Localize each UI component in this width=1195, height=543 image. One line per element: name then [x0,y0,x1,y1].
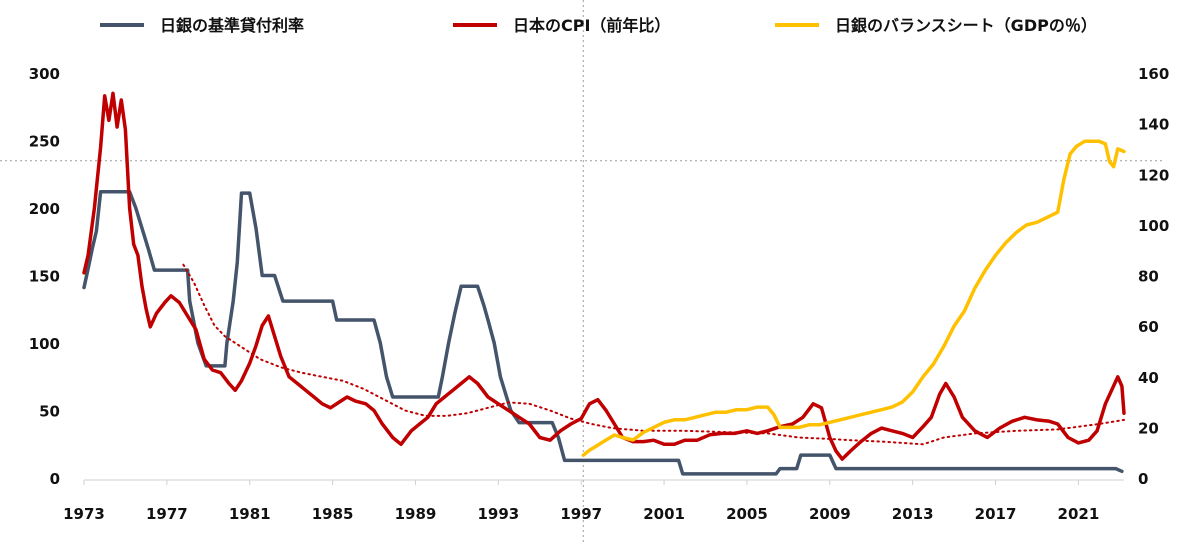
y-right-tick-label: 60 [1138,318,1159,336]
legend: 日銀の基準貸付利率 日本のCPI（前年比） 日銀のバランスシート（GDPの％） [100,16,1097,35]
y-left-tick-label: 150 [29,268,60,286]
y-left-tick-label: 50 [39,403,60,421]
y-right-tick-label: 20 [1138,419,1159,437]
x-tick-label: 1973 [63,505,105,523]
y-left-tick-label: 250 [29,133,60,151]
reference-lines [0,0,1165,543]
x-tick-label: 1989 [395,505,437,523]
x-tick-label: 2021 [1058,505,1100,523]
x-tick-label: 2005 [726,505,768,523]
series-line-1 [82,91,1126,461]
legend-label: 日銀の基準貸付利率 [160,16,304,35]
x-tick-label: 1993 [477,505,519,523]
y-right-tick-label: 40 [1138,369,1159,387]
x-tick-label: 2009 [809,505,851,523]
y-right-tick-label: 0 [1138,470,1148,488]
legend-item: 日銀のバランスシート（GDPの％） [775,16,1097,35]
y-right-tick-label: 80 [1138,268,1159,286]
legend-label: 日銀のバランスシート（GDPの％） [835,16,1097,35]
y-left-tick-label: 300 [29,65,60,83]
y-right-tick-label: 160 [1138,65,1169,83]
series-line-3 [581,139,1126,457]
x-tick-label: 1997 [560,505,602,523]
y-right-tick-label: 100 [1138,217,1169,235]
y-axis-right: 0 20 40 60 80 100 120 140 160 [1138,65,1169,488]
x-axis: 1973 1977 1981 1985 1989 1993 1997 2001 2005 2009… [63,479,1124,523]
legend-label: 日本のCPI（前年比） [513,16,670,35]
x-tick-label: 2017 [975,505,1017,523]
series-line-0 [82,190,1124,476]
legend-item: 日銀の基準貸付利率 [100,16,304,35]
y-left-tick-label: 200 [29,200,60,218]
y-right-tick-label: 120 [1138,166,1169,184]
x-tick-label: 2001 [643,505,685,523]
series-line-2 [182,263,1125,446]
y-left-tick-label: 0 [50,470,60,488]
y-right-tick-label: 140 [1138,116,1169,134]
y-axis-left: 0 50 100 150 200 250 300 [29,65,60,488]
series-layer [82,91,1126,476]
x-tick-label: 1981 [229,505,271,523]
x-tick-label: 1977 [146,505,188,523]
x-tick-label: 2013 [892,505,934,523]
legend-item: 日本のCPI（前年比） [453,16,670,35]
y-left-tick-label: 100 [29,335,60,353]
x-tick-label: 1985 [312,505,354,523]
